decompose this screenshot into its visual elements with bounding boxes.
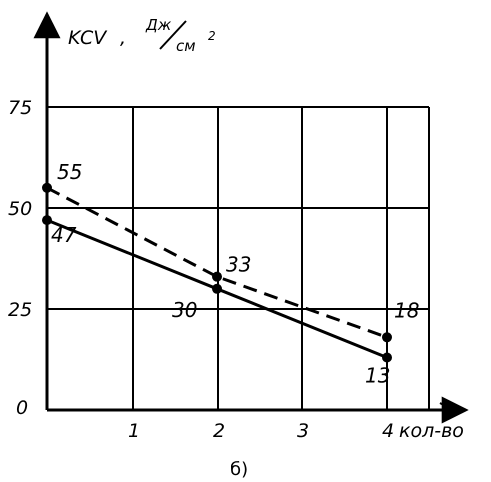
y-axis-title: KCV , Дж см 2 bbox=[68, 16, 216, 55]
data-point bbox=[382, 352, 392, 363]
data-point bbox=[382, 332, 392, 343]
y-tick-label: 50 bbox=[8, 198, 32, 220]
x-tick-label: 4 bbox=[382, 420, 394, 442]
data-point bbox=[212, 283, 222, 294]
x-tick-label: 1 bbox=[128, 420, 140, 442]
x-tick-label: 3 bbox=[297, 420, 309, 442]
data-label: 47 bbox=[51, 223, 77, 247]
y-tick-label: 0 bbox=[16, 397, 28, 419]
data-label: 18 bbox=[394, 298, 419, 322]
tick-labels: 1 2 3 4 0 25 50 75 bbox=[8, 97, 394, 442]
data-label: 30 bbox=[172, 298, 197, 322]
points bbox=[42, 182, 392, 363]
x-axis-label: кол-во bbox=[399, 420, 464, 442]
grid bbox=[47, 106, 430, 410]
figure-caption: б) bbox=[230, 459, 248, 480]
data-label: 55 bbox=[57, 160, 82, 184]
y-axis-unit-separator: , bbox=[120, 27, 126, 49]
data-label: 13 bbox=[365, 363, 390, 387]
y-axis-unit-exponent: 2 bbox=[208, 29, 216, 43]
axes bbox=[33, 11, 469, 424]
data-labels: 55 33 18 47 30 13 bbox=[51, 160, 419, 388]
y-tick-label: 25 bbox=[8, 299, 32, 321]
y-axis-unit-fraction-bar bbox=[159, 20, 187, 50]
y-axis-label: KCV bbox=[68, 27, 108, 49]
x-tick-label: 2 bbox=[213, 420, 225, 442]
data-point bbox=[212, 271, 222, 282]
y-axis-unit-numerator: Дж bbox=[145, 16, 172, 34]
data-point bbox=[42, 182, 52, 193]
series-line-dashed bbox=[46, 186, 388, 339]
y-axis-unit-denominator: см bbox=[176, 37, 196, 55]
y-tick-label: 75 bbox=[8, 97, 32, 119]
data-label: 33 bbox=[226, 253, 251, 277]
data-point bbox=[42, 215, 52, 226]
x-axis-arrow-tick bbox=[439, 402, 453, 411]
